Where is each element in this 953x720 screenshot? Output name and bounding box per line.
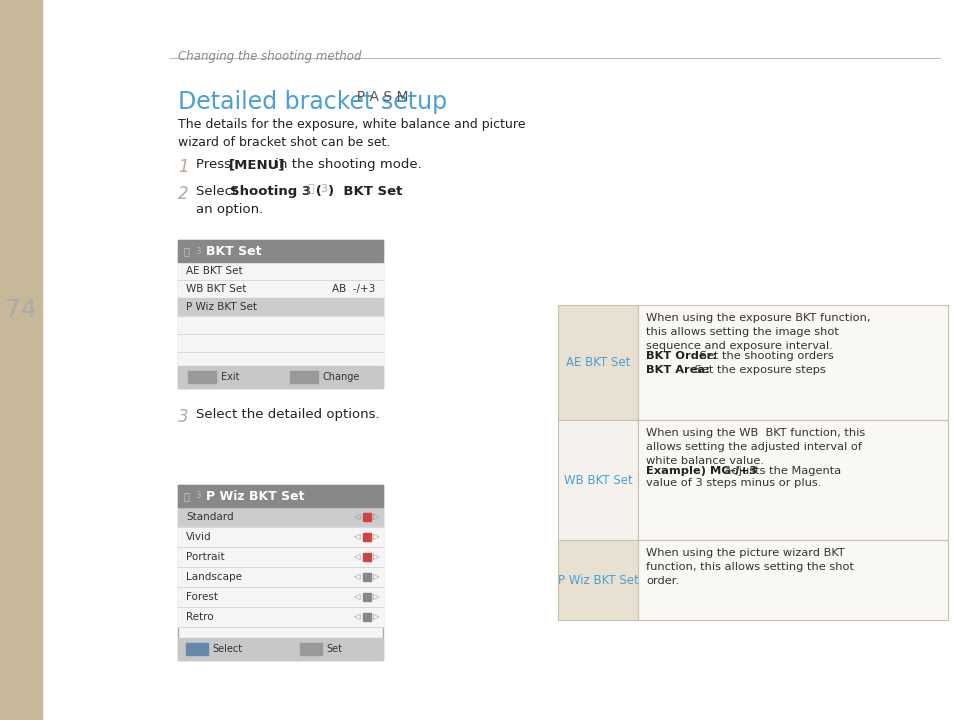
Bar: [299, 643, 322, 655]
Bar: [363, 553, 371, 561]
Bar: [290, 371, 317, 383]
Text: 3: 3: [194, 492, 200, 500]
Bar: [363, 513, 371, 521]
Text: Select: Select: [212, 644, 242, 654]
Text: BKT Set: BKT Set: [206, 245, 261, 258]
Text: Shooting 3 (: Shooting 3 (: [230, 185, 321, 198]
Text: Forest: Forest: [186, 592, 218, 602]
Bar: [178, 485, 382, 660]
Bar: [178, 262, 382, 280]
Text: Set the shooting orders: Set the shooting orders: [696, 351, 833, 361]
Text: When using the exposure BKT function,
this allows setting the image shot
sequenc: When using the exposure BKT function, th…: [645, 313, 869, 351]
Text: AB  -/+3: AB -/+3: [332, 284, 375, 294]
Text: 3: 3: [178, 408, 189, 426]
Text: AE BKT Set: AE BKT Set: [565, 356, 630, 369]
Text: BKT Area:: BKT Area:: [645, 364, 709, 374]
Bar: [178, 240, 382, 388]
Text: When using the WB  BKT function, this
allows setting the adjusted interval of
wh: When using the WB BKT function, this all…: [645, 428, 864, 466]
Bar: [638, 420, 947, 540]
Text: Ⓝ: Ⓝ: [184, 246, 190, 256]
Text: Set: Set: [326, 644, 341, 654]
Bar: [178, 485, 382, 507]
Text: ▷: ▷: [373, 513, 379, 521]
Bar: [178, 638, 382, 660]
Bar: [178, 280, 382, 298]
Bar: [178, 507, 382, 527]
Bar: [363, 533, 371, 541]
Text: WB BKT Set: WB BKT Set: [563, 474, 632, 487]
Bar: [363, 593, 371, 601]
Text: Ⓝ: Ⓝ: [184, 491, 190, 501]
Text: ◁: ◁: [353, 533, 359, 541]
Text: ▷: ▷: [373, 533, 379, 541]
Text: Retro: Retro: [186, 612, 213, 622]
Bar: [178, 352, 382, 370]
Bar: [178, 547, 382, 567]
Text: Detailed bracket setup: Detailed bracket setup: [178, 90, 447, 114]
Text: ◁: ◁: [353, 552, 359, 562]
Bar: [178, 366, 382, 388]
Text: Example) MG-/+3: Example) MG-/+3: [645, 466, 757, 475]
Text: 1: 1: [178, 158, 189, 176]
Text: [MENU]: [MENU]: [229, 158, 285, 171]
Bar: [178, 527, 382, 547]
Text: Portrait: Portrait: [186, 552, 224, 562]
Text: P Wiz BKT Set: P Wiz BKT Set: [206, 490, 304, 503]
Text: When using the picture wizard BKT
function, this allows setting the shot
order.: When using the picture wizard BKT functi…: [645, 548, 853, 586]
Bar: [638, 540, 947, 620]
Text: )  BKT Set: ) BKT Set: [328, 185, 402, 198]
Text: 2: 2: [178, 185, 189, 203]
Text: ▷: ▷: [373, 572, 379, 582]
Text: 74: 74: [5, 298, 37, 322]
Text: Landscape: Landscape: [186, 572, 242, 582]
Bar: [178, 587, 382, 607]
Text: Change: Change: [323, 372, 360, 382]
Bar: [558, 540, 638, 620]
Text: P Wiz BKT Set: P Wiz BKT Set: [186, 302, 256, 312]
Text: 3: 3: [194, 246, 200, 256]
Text: BKT Order:: BKT Order:: [645, 351, 717, 361]
Text: in the shooting mode.: in the shooting mode.: [271, 158, 421, 171]
Text: P A S M: P A S M: [348, 90, 408, 104]
Bar: [178, 607, 382, 627]
Bar: [178, 334, 382, 352]
Bar: [178, 298, 382, 316]
Text: Ⓝ: Ⓝ: [308, 184, 314, 194]
Text: an option.: an option.: [195, 203, 263, 216]
Text: Select the detailed options.: Select the detailed options.: [195, 408, 379, 421]
Bar: [558, 420, 638, 540]
Text: ◁: ◁: [353, 572, 359, 582]
Bar: [0, 0, 42, 720]
Text: Exit: Exit: [221, 372, 239, 382]
Text: WB BKT Set: WB BKT Set: [186, 284, 246, 294]
Text: P Wiz BKT Set: P Wiz BKT Set: [558, 574, 638, 587]
Text: ▷: ▷: [373, 552, 379, 562]
Text: AE BKT Set: AE BKT Set: [186, 266, 242, 276]
Text: Press: Press: [195, 158, 235, 171]
Bar: [178, 240, 382, 262]
Bar: [178, 316, 382, 334]
Text: ◁: ◁: [353, 513, 359, 521]
Text: ▷: ▷: [373, 593, 379, 601]
Text: Vivid: Vivid: [186, 532, 212, 542]
Bar: [178, 567, 382, 587]
Text: The details for the exposure, white balance and picture
wizard of bracket shot c: The details for the exposure, white bala…: [178, 118, 525, 149]
Text: adjusts the Magenta: adjusts the Magenta: [720, 466, 841, 475]
Text: Set the exposure steps: Set the exposure steps: [690, 364, 825, 374]
Text: Standard: Standard: [186, 512, 233, 522]
Bar: [638, 305, 947, 420]
Bar: [558, 305, 638, 420]
Text: Changing the shooting method: Changing the shooting method: [178, 50, 361, 63]
Bar: [363, 573, 371, 581]
Text: ◁: ◁: [353, 593, 359, 601]
Text: Select: Select: [195, 185, 241, 198]
Text: ▷: ▷: [373, 613, 379, 621]
Bar: [186, 643, 208, 655]
Bar: [363, 613, 371, 621]
Text: 3: 3: [319, 184, 327, 194]
Bar: [188, 371, 215, 383]
Text: value of 3 steps minus or plus.: value of 3 steps minus or plus.: [645, 479, 821, 488]
Text: ◁: ◁: [353, 613, 359, 621]
